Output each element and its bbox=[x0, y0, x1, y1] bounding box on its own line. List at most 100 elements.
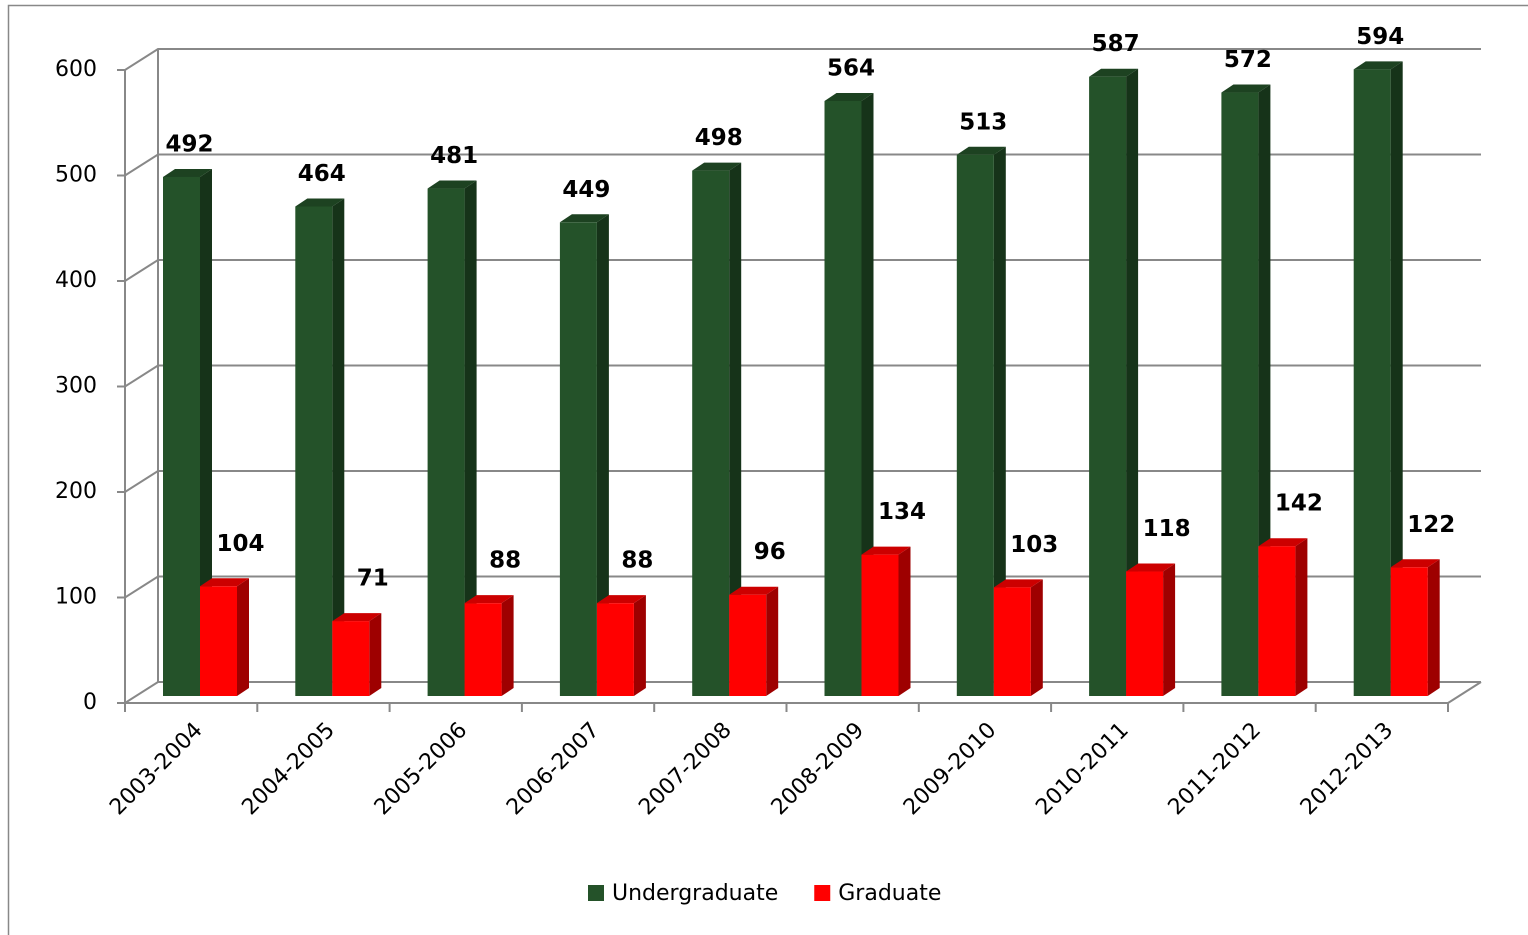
bar-side bbox=[332, 198, 345, 697]
bar bbox=[1126, 571, 1164, 696]
bar-top bbox=[1353, 61, 1403, 70]
bar-side bbox=[1126, 68, 1139, 697]
x-tick-label: 2005-2006 bbox=[370, 718, 472, 820]
data-label: 594 bbox=[1356, 24, 1404, 50]
bar-side bbox=[237, 578, 249, 696]
y-tick-label: 500 bbox=[55, 163, 97, 188]
bar bbox=[464, 603, 502, 696]
bar-top bbox=[692, 162, 742, 171]
grid-line bbox=[124, 470, 1481, 493]
data-label: 88 bbox=[621, 548, 653, 574]
data-label: 122 bbox=[1407, 512, 1455, 538]
bar-top bbox=[163, 168, 212, 177]
bar bbox=[861, 554, 899, 696]
data-label: 498 bbox=[695, 125, 743, 151]
bar-side bbox=[861, 92, 874, 697]
y-tick-label: 100 bbox=[55, 585, 97, 610]
bar-top bbox=[1089, 68, 1139, 77]
x-tick-label: 2006-2007 bbox=[502, 718, 604, 820]
data-label: 481 bbox=[430, 143, 478, 169]
bar bbox=[1390, 567, 1428, 696]
bar-side bbox=[1427, 559, 1440, 696]
x-tick-label: 2012-2013 bbox=[1296, 718, 1398, 820]
x-tick-label: 2009-2010 bbox=[899, 718, 1001, 820]
data-label: 96 bbox=[754, 539, 786, 565]
bar-top bbox=[861, 546, 911, 555]
bar-top bbox=[559, 214, 609, 223]
data-label: 142 bbox=[1275, 491, 1323, 517]
data-label: 88 bbox=[489, 548, 521, 574]
bar-top bbox=[332, 613, 382, 622]
legend-swatch bbox=[814, 885, 831, 901]
bar bbox=[559, 222, 597, 696]
grid-line bbox=[124, 259, 1481, 282]
bar bbox=[332, 621, 370, 696]
bar-side bbox=[1163, 563, 1176, 696]
grid-line bbox=[124, 575, 1481, 599]
y-tick-label: 200 bbox=[55, 479, 97, 504]
legend-label: Graduate bbox=[838, 881, 941, 906]
x-tick-label: 2010-2011 bbox=[1031, 718, 1133, 820]
data-label: 464 bbox=[298, 161, 346, 187]
bar-side bbox=[766, 586, 779, 696]
y-tick-label: 300 bbox=[55, 374, 97, 399]
bar-top bbox=[596, 595, 646, 604]
data-label: 572 bbox=[1224, 47, 1272, 73]
bar bbox=[295, 206, 333, 697]
x-tick-label: 2007-2008 bbox=[634, 718, 736, 820]
bar-top bbox=[993, 579, 1043, 588]
x-tick-label: 2003-2004 bbox=[105, 718, 207, 820]
bar-top bbox=[824, 92, 874, 101]
bar bbox=[1353, 69, 1391, 696]
bar-side bbox=[729, 162, 742, 697]
bar bbox=[824, 100, 862, 697]
data-label: 492 bbox=[165, 131, 213, 157]
bar bbox=[1221, 92, 1259, 697]
bar-side bbox=[633, 595, 646, 696]
bar-top bbox=[1221, 84, 1271, 93]
bar bbox=[1089, 76, 1127, 697]
bar bbox=[427, 188, 465, 697]
bar-top bbox=[1258, 538, 1308, 547]
bar bbox=[1258, 546, 1296, 696]
data-label: 71 bbox=[357, 566, 389, 592]
bar bbox=[729, 594, 767, 696]
data-label: 513 bbox=[959, 109, 1007, 135]
bar-side bbox=[464, 180, 477, 697]
y-tick-label: 0 bbox=[83, 690, 97, 715]
bar-top bbox=[464, 595, 514, 604]
data-label: 118 bbox=[1143, 516, 1191, 542]
y-tick-label: 400 bbox=[55, 268, 97, 293]
data-label: 587 bbox=[1092, 31, 1140, 57]
bar-side bbox=[1390, 61, 1403, 696]
bar bbox=[163, 176, 200, 696]
bar-top bbox=[427, 180, 477, 189]
bar-side bbox=[369, 613, 382, 696]
data-label: 134 bbox=[878, 499, 926, 525]
grid-line bbox=[124, 48, 1481, 71]
x-tick-label: 2011-2012 bbox=[1164, 718, 1266, 820]
bar bbox=[993, 587, 1031, 696]
legend-label: Undergraduate bbox=[612, 881, 778, 906]
bar bbox=[956, 154, 994, 696]
bar-side bbox=[898, 546, 911, 696]
data-label: 103 bbox=[1010, 532, 1058, 558]
bar bbox=[200, 586, 237, 696]
bar-top bbox=[729, 586, 779, 595]
grid-line bbox=[124, 153, 1481, 177]
data-label: 564 bbox=[827, 55, 875, 81]
bar-side bbox=[1030, 579, 1043, 696]
floor-edge bbox=[1447, 681, 1482, 704]
bar-side bbox=[596, 214, 609, 696]
bar-top bbox=[1126, 563, 1176, 572]
bar bbox=[596, 603, 634, 696]
data-label: 104 bbox=[216, 531, 264, 557]
x-tick-label: 2004-2005 bbox=[237, 718, 339, 820]
chart-border bbox=[7, 4, 1528, 935]
bar-side bbox=[993, 146, 1006, 696]
bar-side bbox=[1295, 538, 1308, 696]
x-tick-label: 2008-2009 bbox=[767, 718, 869, 820]
bar-side bbox=[200, 168, 212, 696]
